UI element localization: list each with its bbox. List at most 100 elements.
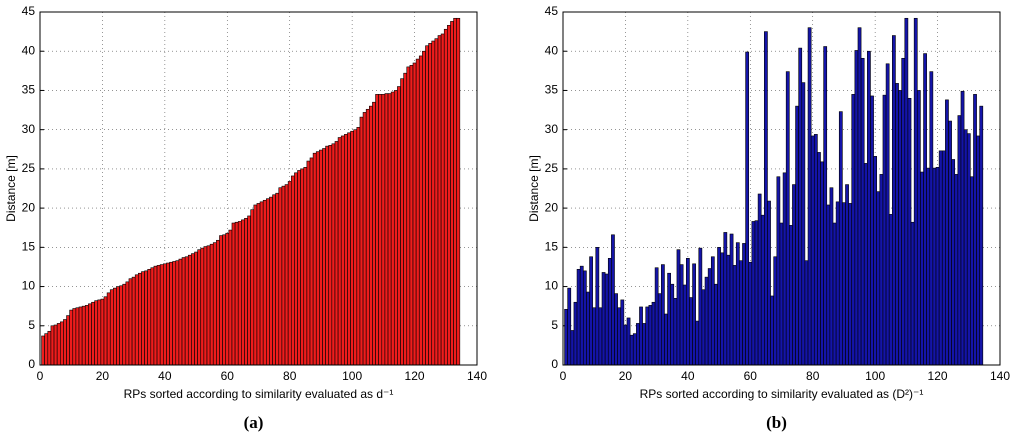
bar xyxy=(131,276,136,366)
bar xyxy=(222,234,227,366)
bar xyxy=(770,295,774,366)
bar xyxy=(717,247,721,366)
bar xyxy=(685,258,690,366)
x-tick-label: 60 xyxy=(744,369,758,383)
bar xyxy=(586,291,590,366)
bar xyxy=(350,130,355,366)
bar xyxy=(873,156,878,366)
bar xyxy=(907,97,912,366)
bar xyxy=(91,301,95,366)
y-tick-label: 25 xyxy=(545,161,559,175)
bar xyxy=(359,116,364,366)
bar xyxy=(106,292,111,366)
bar xyxy=(203,246,208,366)
x-tick-label: 120 xyxy=(405,369,425,383)
bar xyxy=(113,287,117,366)
bar xyxy=(156,265,161,366)
bar xyxy=(187,254,192,366)
bar xyxy=(870,95,874,366)
y-tick-label: 45 xyxy=(22,4,36,18)
bar xyxy=(679,264,684,366)
bar xyxy=(234,221,239,366)
bar xyxy=(782,172,787,366)
bar xyxy=(281,185,286,366)
bar xyxy=(645,306,650,366)
bar xyxy=(97,299,102,366)
bar xyxy=(860,57,865,366)
bar xyxy=(262,199,267,366)
bar xyxy=(639,306,643,366)
bar xyxy=(340,135,345,366)
bar xyxy=(172,261,177,366)
bar xyxy=(109,289,114,366)
bar xyxy=(412,62,417,366)
bar xyxy=(403,72,408,366)
bar xyxy=(284,184,289,366)
bar xyxy=(397,86,401,366)
bar xyxy=(191,253,195,366)
axes-box xyxy=(39,11,478,366)
bar xyxy=(456,17,461,366)
y-tick-label: 10 xyxy=(545,279,559,293)
bar xyxy=(406,66,411,366)
bar xyxy=(253,204,258,366)
y-tick-label: 15 xyxy=(545,240,559,254)
bar xyxy=(757,193,762,366)
bar xyxy=(832,222,837,366)
bar xyxy=(966,133,971,366)
bar xyxy=(661,264,665,366)
bar xyxy=(103,296,108,366)
bar xyxy=(592,307,597,366)
bar xyxy=(47,330,52,366)
bar xyxy=(162,263,167,366)
x-tick-label: 60 xyxy=(221,369,235,383)
bar xyxy=(682,284,687,366)
bar xyxy=(356,127,361,366)
bar xyxy=(66,315,70,366)
x-tick-label: 140 xyxy=(467,369,487,383)
bar xyxy=(892,35,896,366)
bar xyxy=(415,58,420,366)
bar xyxy=(290,175,295,366)
bar xyxy=(938,150,943,366)
bar xyxy=(169,261,173,366)
bar xyxy=(437,35,442,366)
bar xyxy=(84,305,89,366)
bar xyxy=(707,268,712,366)
bar xyxy=(607,258,612,366)
bar xyxy=(334,141,339,366)
bar xyxy=(447,25,451,366)
bar xyxy=(651,301,656,366)
bar xyxy=(898,90,902,366)
bar xyxy=(384,93,389,366)
y-tick-label: 20 xyxy=(22,200,36,214)
bar xyxy=(732,265,737,366)
bar xyxy=(450,21,454,366)
bar xyxy=(44,333,49,366)
x-tick-label: 20 xyxy=(619,369,633,383)
bar xyxy=(957,115,962,366)
bar xyxy=(206,245,211,366)
bar xyxy=(648,305,653,366)
x-tick-label: 80 xyxy=(283,369,297,383)
bar xyxy=(723,232,728,366)
bar xyxy=(362,112,367,366)
bar xyxy=(838,111,843,366)
bar xyxy=(804,260,809,366)
x-tick-label: 40 xyxy=(681,369,695,383)
y-tick-label: 5 xyxy=(551,318,558,332)
bar xyxy=(175,260,180,366)
bar xyxy=(876,191,881,366)
bar xyxy=(976,135,981,366)
bar xyxy=(422,50,426,366)
bar xyxy=(670,283,675,366)
bar xyxy=(181,257,186,366)
bar xyxy=(735,242,740,366)
bar xyxy=(287,181,292,366)
bar xyxy=(636,323,640,366)
x-tick-label: 120 xyxy=(928,369,948,383)
y-tick-label: 0 xyxy=(28,357,35,371)
bar xyxy=(611,234,615,366)
bar xyxy=(698,247,703,366)
bar xyxy=(692,263,696,366)
